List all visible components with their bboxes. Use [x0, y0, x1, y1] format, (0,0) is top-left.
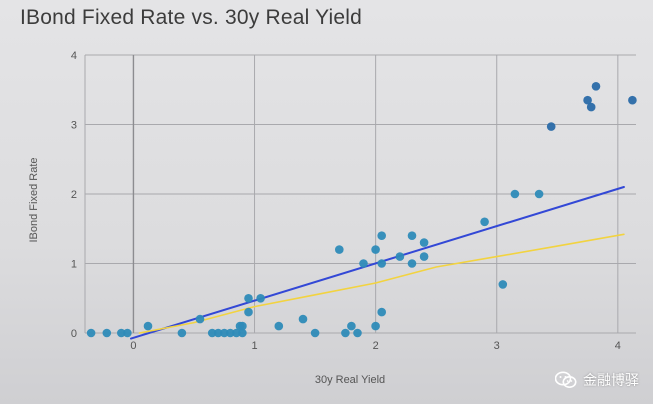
scatter-point	[371, 245, 380, 254]
scatter-point	[591, 82, 601, 91]
wechat-icon	[554, 371, 577, 389]
scatter-point	[377, 259, 387, 268]
scatter-point	[419, 252, 429, 261]
scatter-point	[353, 328, 362, 338]
scatter-point	[244, 294, 253, 303]
scatter-point	[407, 231, 417, 240]
y-tick-label: 3	[71, 120, 77, 132]
scatter-point	[177, 328, 187, 338]
scatter-point	[213, 328, 223, 338]
scatter-points	[86, 82, 637, 338]
x-tick-label: 2	[373, 340, 379, 352]
scatter-point	[480, 217, 489, 227]
scatter-point	[86, 328, 96, 338]
scatter-point	[143, 321, 153, 331]
x-tick-label: 4	[615, 340, 621, 352]
x-tick-label: 1	[251, 340, 257, 352]
scatter-point	[359, 259, 368, 268]
trend-lines	[130, 186, 625, 340]
scatter-point	[510, 189, 520, 199]
scatter-point	[207, 328, 217, 338]
watermark: 金融博驿	[554, 370, 639, 390]
scatter-point	[546, 122, 556, 131]
scatter-point	[102, 328, 112, 338]
scatter-point	[335, 245, 344, 254]
scatter-point	[534, 189, 544, 199]
trend-line-2	[138, 233, 625, 334]
scatter-point	[377, 231, 387, 240]
x-tick-label: 0	[130, 340, 136, 352]
gridlines	[84, 54, 636, 334]
tick-labels: 0 1 2 3 4 0 1 2 3 4	[71, 50, 621, 352]
scatter-point	[117, 328, 126, 338]
scatter-point	[628, 95, 637, 105]
scatter-point	[419, 238, 429, 247]
scatter-point	[256, 294, 265, 303]
scatter-point	[298, 314, 308, 324]
y-axis-label: IBond Fixed Rate	[28, 158, 40, 243]
scatter-point	[238, 328, 247, 338]
scatter-point	[226, 328, 235, 338]
scatter-point	[274, 321, 284, 331]
scatter-point	[244, 307, 253, 317]
scatter-point	[310, 328, 320, 338]
scatter-point	[377, 307, 387, 317]
scatter-point	[195, 314, 205, 324]
trend-line-1	[130, 186, 625, 340]
scatter-point	[123, 328, 132, 338]
scatter-point	[232, 328, 241, 338]
scatter-point	[371, 321, 380, 331]
scatter-point	[347, 321, 356, 331]
y-tick-label: 2	[71, 189, 77, 201]
scatter-point	[238, 321, 247, 331]
scatter-point	[395, 252, 405, 261]
chart-title: IBond Fixed Rate vs. 30y Real Yield	[20, 6, 363, 29]
scatter-point	[586, 102, 596, 112]
scatter-point	[220, 328, 229, 338]
scatter-point	[341, 328, 350, 338]
x-tick-label: 3	[494, 340, 500, 352]
y-tick-label: 4	[71, 50, 77, 62]
x-axis-label: 30y Real Yield	[315, 374, 385, 386]
y-tick-label: 1	[71, 259, 77, 271]
scatter-point	[407, 259, 417, 268]
scatter-point	[498, 280, 508, 289]
watermark-text: 金融博驿	[583, 372, 639, 388]
y-tick-label: 0	[71, 328, 77, 340]
scatter-point	[583, 95, 592, 105]
